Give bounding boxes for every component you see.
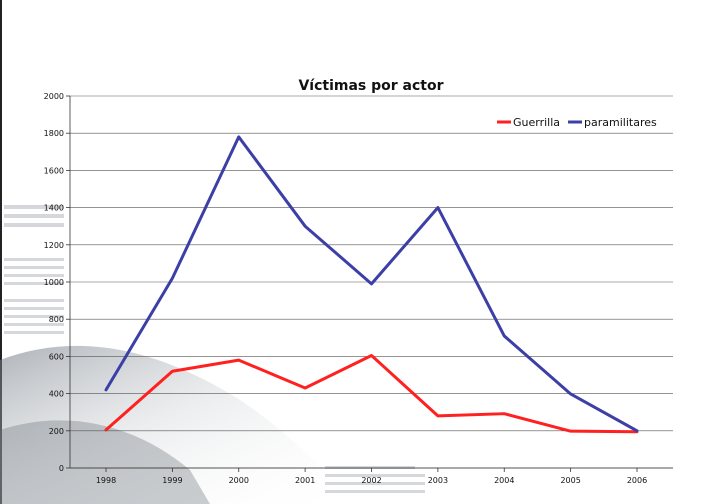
y-tick-label: 1600 bbox=[44, 166, 64, 175]
x-tick-label: 2006 bbox=[627, 476, 647, 485]
y-tick-label: 800 bbox=[49, 315, 64, 324]
x-axis-tick-labels: 1998 1999 2000 2001 2002 2003 2004 2005 2006 bbox=[96, 476, 647, 485]
y-tick-label: 2000 bbox=[44, 92, 64, 101]
y-tick-label: 1200 bbox=[44, 241, 64, 250]
chart-legend: Guerrilla paramilitares bbox=[497, 116, 657, 129]
y-tick-label: 1000 bbox=[44, 278, 64, 287]
x-tick-label: 2003 bbox=[428, 476, 448, 485]
chart-title: Víctimas por actor bbox=[298, 78, 443, 94]
y-tick-label: 400 bbox=[49, 390, 64, 399]
y-tick-label: 200 bbox=[49, 427, 64, 436]
data-series bbox=[104, 135, 639, 434]
x-tick-label: 2001 bbox=[295, 476, 315, 485]
series-line-paramilitares bbox=[104, 135, 639, 433]
x-tick-label: 2000 bbox=[229, 476, 249, 485]
y-tick-label: 1800 bbox=[44, 129, 64, 138]
legend-label: Guerrilla bbox=[513, 116, 560, 129]
series-line-guerrilla bbox=[104, 353, 639, 434]
legend-label: paramilitares bbox=[584, 116, 657, 129]
y-tick-label: 1400 bbox=[44, 204, 64, 213]
y-tick-label: 600 bbox=[49, 352, 64, 361]
x-tick-label: 2005 bbox=[560, 476, 580, 485]
y-axis-tick-labels: 0 200 400 600 800 1000 1200 1400 1600 1800 2000 bbox=[44, 92, 64, 473]
x-tick-label: 1999 bbox=[162, 476, 182, 485]
chart-axes bbox=[66, 95, 673, 472]
x-tick-label: 2002 bbox=[361, 476, 381, 485]
y-tick-label: 0 bbox=[59, 464, 64, 473]
x-tick-label: 1998 bbox=[96, 476, 116, 485]
x-tick-label: 2004 bbox=[494, 476, 514, 485]
